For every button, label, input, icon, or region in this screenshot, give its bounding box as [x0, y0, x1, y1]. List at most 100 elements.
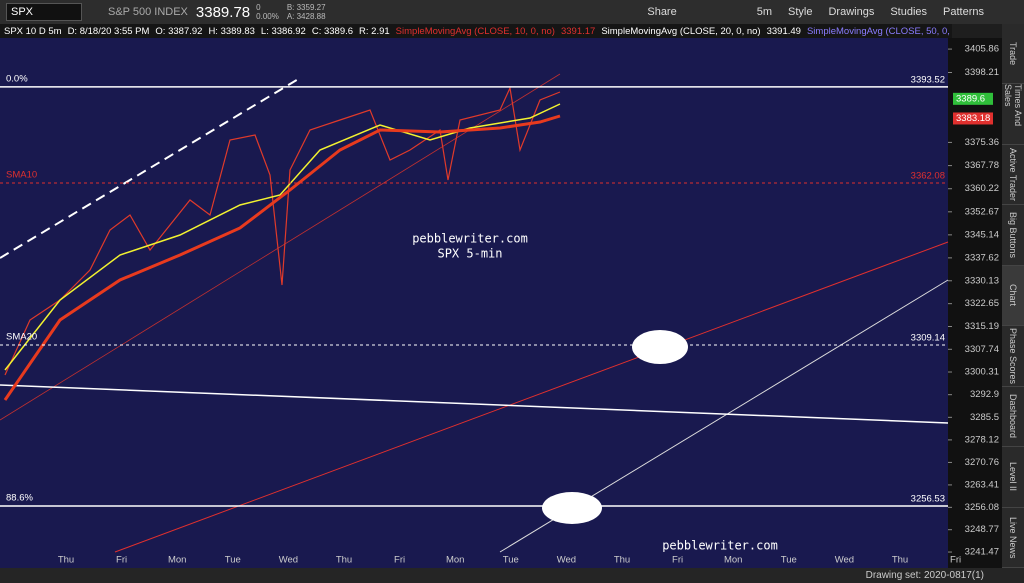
x-tick-label: Wed — [557, 555, 576, 566]
x-tick-label: Fri — [116, 555, 127, 566]
study-label: SimpleMovingAvg (CLOSE, 50, 0, no) — [806, 25, 952, 37]
watermark: SPX 5-min — [437, 247, 502, 261]
change: 0 0.00% — [256, 3, 279, 21]
interval[interactable]: 5m — [756, 6, 772, 18]
y-tick-label: 3256.08 — [965, 502, 999, 513]
y-tick-label: 3330.13 — [965, 275, 999, 286]
highlight-ellipse — [632, 330, 688, 364]
change-value: 0 — [256, 3, 261, 12]
studies-button[interactable]: Studies — [890, 6, 928, 18]
patterns-button[interactable]: Patterns — [943, 6, 984, 18]
symbol-name: S&P 500 INDEX — [108, 6, 188, 18]
x-tick-label: Thu — [614, 555, 630, 566]
info-range: R: 2.91 — [359, 25, 390, 37]
y-tick-label: 3241.47 — [965, 547, 999, 558]
x-tick-label: Fri — [394, 555, 405, 566]
side-tabs: Trade Times And Sales Active Trader Big But… — [1002, 24, 1024, 568]
toolbar: SPX S&P 500 INDEX 3389.78 0 0.00% B: 3359… — [0, 0, 1024, 24]
info-open: O: 3387.92 — [155, 25, 203, 37]
study-value: 3391.17 — [560, 25, 596, 37]
price — [4, 85, 561, 376]
price-line-label: SMA20 — [6, 332, 37, 343]
side-tab[interactable]: Times And Sales — [1002, 84, 1024, 145]
x-tick-label: Mon — [446, 555, 464, 566]
y-tick-label: 3345.14 — [965, 229, 999, 240]
price-line-value: 3309.14 — [911, 333, 945, 344]
y-tick-label: 3278.12 — [965, 434, 999, 445]
last-price: 3389.78 — [195, 3, 251, 21]
y-tick-label: 3367.78 — [965, 160, 999, 171]
y-tick-label: 3360.22 — [965, 183, 999, 194]
x-tick-label: Tue — [781, 555, 797, 566]
y-tick-label: 3322.65 — [965, 298, 999, 309]
y-tick-label: 3352.67 — [965, 206, 999, 217]
drawing-set: Drawing set: 2020-0817(1) — [865, 570, 984, 581]
y-tick-label: 3375.36 — [965, 137, 999, 148]
trendline — [0, 384, 949, 424]
y-tick-label: 3300.31 — [965, 367, 999, 378]
y-tick-label: 3263.41 — [965, 479, 999, 490]
drawings-button[interactable]: Drawings — [828, 6, 875, 18]
study-label: SimpleMovingAvg (CLOSE, 20, 0, no) — [601, 25, 761, 37]
plot-area — [0, 38, 948, 568]
y-tick-label: 3398.21 — [965, 67, 999, 78]
y-tick-label: 3270.76 — [965, 457, 999, 468]
side-tab[interactable]: Trade — [1002, 24, 1024, 85]
side-tab[interactable]: Level II — [1002, 447, 1024, 508]
y-tick-label: 3248.77 — [965, 524, 999, 535]
x-tick-label: Fri — [950, 555, 961, 566]
price-axis — [948, 38, 1002, 568]
x-tick-label: Tue — [503, 555, 519, 566]
info-high: H: 3389.83 — [208, 25, 255, 37]
x-tick-label: Thu — [336, 555, 352, 566]
info-bar: SPX 10 D 5m D: 8/18/20 3:55 PM O: 3387.9… — [0, 24, 952, 38]
side-tab[interactable]: Big Buttons — [1002, 205, 1024, 266]
price-line-label: 88.6% — [6, 492, 33, 503]
info-close: C: 3389.6 — [311, 25, 354, 37]
y-tick-label: 3315.19 — [965, 321, 999, 332]
x-tick-label: Wed — [835, 555, 854, 566]
price-line-label: SMA10 — [6, 170, 37, 181]
trendline — [0, 77, 301, 259]
info-low: L: 3386.92 — [260, 25, 306, 37]
price-line-value: 3362.08 — [911, 171, 945, 182]
x-tick-label: Mon — [724, 555, 742, 566]
y-tick-label: 3292.9 — [970, 389, 999, 400]
x-tick-label: Mon — [168, 555, 186, 566]
price-line-value: 3393.52 — [911, 74, 945, 85]
price-line-value: 3256.53 — [911, 493, 945, 504]
x-tick-label: Tue — [225, 555, 241, 566]
watermark: pebblewriter.com — [412, 232, 528, 246]
watermark: pebblewriter.com — [662, 539, 778, 553]
side-tab[interactable]: Dashboard — [1002, 387, 1024, 448]
side-tab[interactable]: Phase Scores — [1002, 326, 1024, 387]
y-tick-label: 3405.86 — [965, 44, 999, 55]
study-label: SimpleMovingAvg (CLOSE, 10, 0, no) — [395, 25, 555, 37]
price-marker-label: 3389.6 — [956, 93, 985, 104]
price-marker — [953, 92, 993, 105]
y-tick-label: 3307.74 — [965, 344, 999, 355]
info-symbol: SPX 10 D 5m — [4, 25, 62, 37]
ask: A: 3428.88 — [286, 12, 326, 21]
side-tab[interactable]: Chart — [1002, 265, 1024, 327]
x-tick-label: Thu — [892, 555, 908, 566]
y-tick-label: 3337.62 — [965, 252, 999, 263]
x-tick-label: Fri — [672, 555, 683, 566]
price-marker-label: 3383.18 — [956, 113, 990, 124]
sma50-curve — [3, 114, 561, 401]
symbol-box[interactable]: SPX — [6, 3, 82, 21]
info-date: D: 8/18/20 3:55 PM — [67, 25, 150, 37]
sma20-curve — [4, 103, 561, 371]
side-tab[interactable]: Live News — [1002, 508, 1024, 568]
x-tick-label: Wed — [279, 555, 298, 566]
bid: B: 3359.27 — [286, 3, 326, 12]
status-bar: Drawing set: 2020-0817(1) — [0, 568, 1024, 583]
share-button[interactable]: Share — [647, 6, 677, 18]
highlight-ellipse — [542, 492, 602, 524]
side-tab[interactable]: Active Trader — [1002, 145, 1024, 206]
x-tick-label: Thu — [58, 555, 74, 566]
style-button[interactable]: Style — [788, 6, 813, 18]
change-pct: 0.00% — [256, 12, 279, 21]
price-line-label: 0.0% — [6, 73, 28, 84]
